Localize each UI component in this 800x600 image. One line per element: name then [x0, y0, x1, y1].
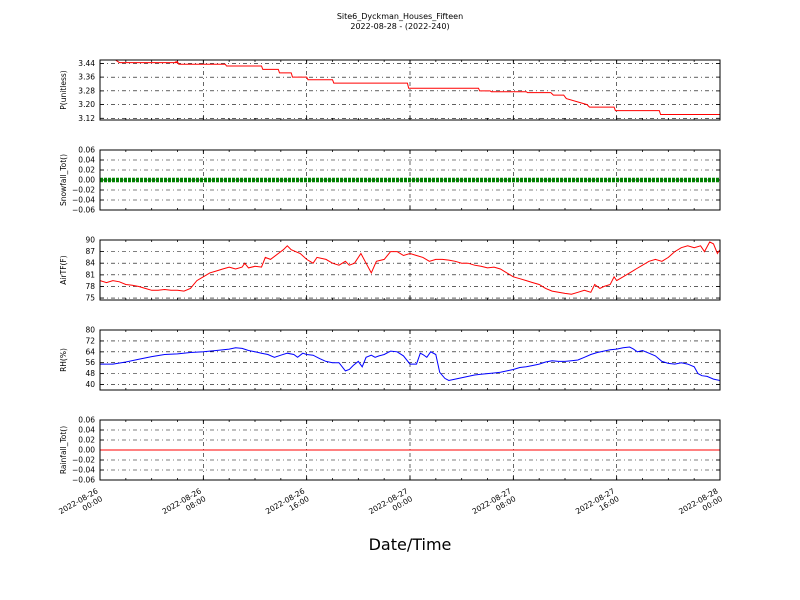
- panel-5: 0.060.040.020.00−0.02−0.04−0.06 Rainfall_…: [59, 416, 721, 485]
- y-tick-label: 72: [85, 336, 95, 345]
- y-tick-label: −0.04: [72, 196, 95, 205]
- y-tick-label: 56: [85, 358, 95, 367]
- y-axis-label: P(unitless): [59, 70, 68, 109]
- y-tick-label: 3.44: [78, 59, 95, 68]
- y-tick-label: −0.04: [72, 466, 95, 475]
- series-line-3: [100, 241, 720, 295]
- y-tick-label: 0.00: [78, 446, 95, 455]
- panel-1: 3.44 3.36 3.28 3.20 3.12 P(unitless): [59, 59, 721, 123]
- y-tick-label: 81: [85, 270, 95, 279]
- chart-panels: 3.443.363.283.203.12P(unitless)0.060.040…: [59, 59, 721, 485]
- y-tick-label: 87: [85, 247, 95, 256]
- y-tick-label: 0.00: [78, 176, 95, 185]
- y-tick-label: 75: [85, 294, 95, 303]
- y-tick-label: 0.06: [78, 146, 95, 155]
- series-line-4: [100, 346, 720, 382]
- y-tick-label: 3.36: [78, 73, 95, 82]
- y-tick-label: 64: [85, 347, 95, 356]
- plot-frame: [99, 239, 721, 301]
- y-tick-label: 0.06: [78, 416, 95, 425]
- y-axis-label: RH(%): [59, 348, 68, 372]
- y-tick-label: 0.04: [78, 156, 95, 165]
- y-axis-label: Snowfall_Tot(): [59, 154, 68, 206]
- y-tick-label: −0.02: [72, 186, 95, 195]
- y-tick-label: 3.20: [78, 100, 95, 109]
- y-tick-label: 3.28: [78, 86, 95, 95]
- plot-frame: [99, 59, 721, 121]
- chart-title: Site6_Dyckman_Houses_Fifteen: [337, 12, 463, 21]
- y-axis-label: Rainfall_Tot(): [59, 426, 68, 474]
- y-tick-label: 84: [85, 259, 95, 268]
- y-tick-label: 3.12: [78, 114, 95, 123]
- plot-frame: [99, 419, 721, 481]
- y-tick-label: 0.04: [78, 426, 95, 435]
- y-tick-label: 0.02: [78, 436, 95, 445]
- panel-3: 90 87 84 81 78 75 AirTF(F): [59, 236, 721, 303]
- y-tick-label: 80: [85, 326, 95, 335]
- y-tick-label: 0.02: [78, 166, 95, 175]
- plot-frame: [99, 149, 721, 211]
- y-tick-label: −0.06: [72, 206, 95, 215]
- y-axis-label: AirTF(F): [59, 255, 68, 284]
- y-tick-label: 48: [85, 369, 95, 378]
- y-tick-label: 40: [85, 380, 95, 389]
- y-tick-label: 90: [85, 236, 95, 245]
- y-tick-label: 78: [85, 282, 95, 291]
- y-tick-label: −0.06: [72, 476, 95, 485]
- panel-2: 0.060.040.020.00−0.02−0.04−0.06 Snowfall_…: [59, 146, 721, 215]
- x-axis-label: Date/Time: [369, 535, 452, 554]
- series-line-1: [115, 60, 720, 115]
- plot-frame: [99, 329, 721, 391]
- y-tick-label: −0.02: [72, 456, 95, 465]
- chart-subtitle: 2022-08-28 - (2022-240): [350, 22, 449, 31]
